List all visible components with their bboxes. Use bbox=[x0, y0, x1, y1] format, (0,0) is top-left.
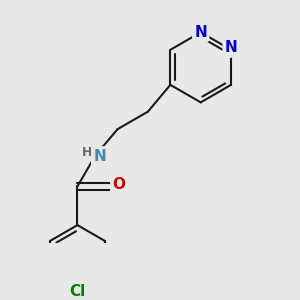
Text: H: H bbox=[82, 146, 92, 159]
Text: N: N bbox=[93, 148, 106, 164]
Text: Cl: Cl bbox=[69, 284, 85, 299]
Text: N: N bbox=[225, 40, 237, 56]
Text: O: O bbox=[112, 177, 125, 192]
Text: N: N bbox=[194, 25, 207, 40]
